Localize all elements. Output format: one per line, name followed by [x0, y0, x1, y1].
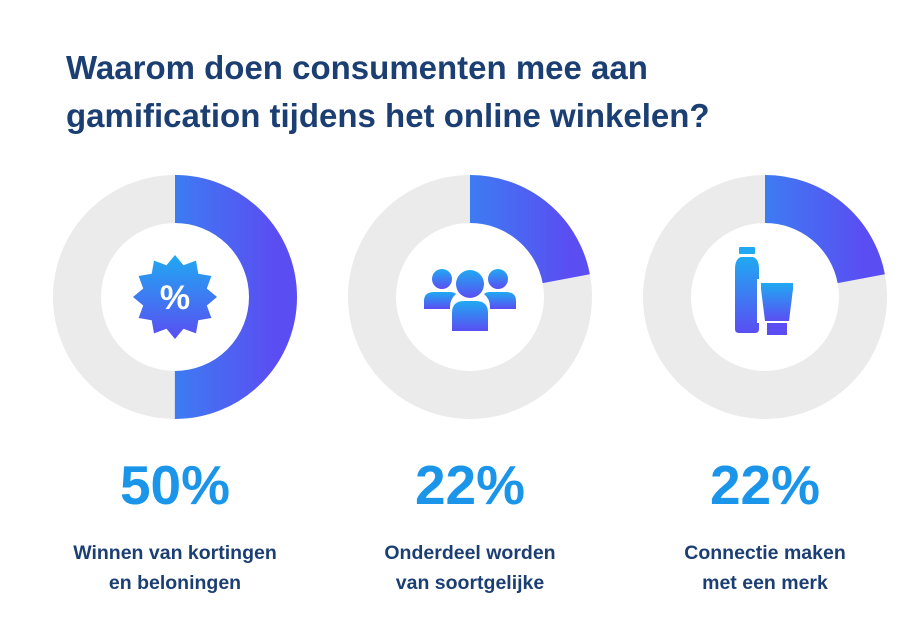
donut-value-arc: [53, 175, 297, 419]
stat-card-brand: 22% Connectie maken met een merk: [615, 175, 915, 615]
title-line-1: Waarom doen consumenten mee aan: [66, 49, 648, 86]
stat-value: 50%: [119, 454, 231, 516]
stat-label: Onderdeel worden van soortgelijke: [320, 538, 620, 598]
title-line-2: gamification tijdens het online winkelen…: [66, 97, 710, 134]
stat-label-line-1: Onderdeel worden: [384, 542, 556, 564]
svg-text:%: %: [160, 279, 190, 317]
stat-value: 22%: [709, 454, 821, 516]
stat-label-line-1: Winnen van kortingen: [73, 542, 277, 564]
donut-chart: [348, 175, 592, 419]
stat-value: 22%: [414, 454, 526, 516]
bottle-tube-icon: [715, 247, 815, 347]
stat-card-community: 22% Onderdeel worden van soortgelijke: [320, 175, 620, 615]
page-title: Waarom doen consumenten mee aan gamifica…: [66, 44, 886, 140]
donut-value-arc: [643, 175, 887, 419]
people-group-icon: [420, 247, 520, 347]
stat-card-discounts: % 50% Winnen van kortingen en beloningen: [25, 175, 325, 615]
donut-value-arc: [348, 175, 592, 419]
percent-badge-icon: %: [125, 247, 225, 347]
stat-label-line-1: Connectie maken: [684, 542, 846, 564]
stat-label-line-2: en beloningen: [108, 572, 242, 594]
donut-chart: [643, 175, 887, 419]
stat-label-line-2: van soortgelijke: [395, 572, 545, 594]
stat-label: Winnen van kortingen en beloningen: [25, 538, 325, 598]
stat-label: Connectie maken met een merk: [615, 538, 915, 598]
donut-chart: [53, 175, 297, 419]
stat-label-line-2: met een merk: [702, 572, 828, 594]
